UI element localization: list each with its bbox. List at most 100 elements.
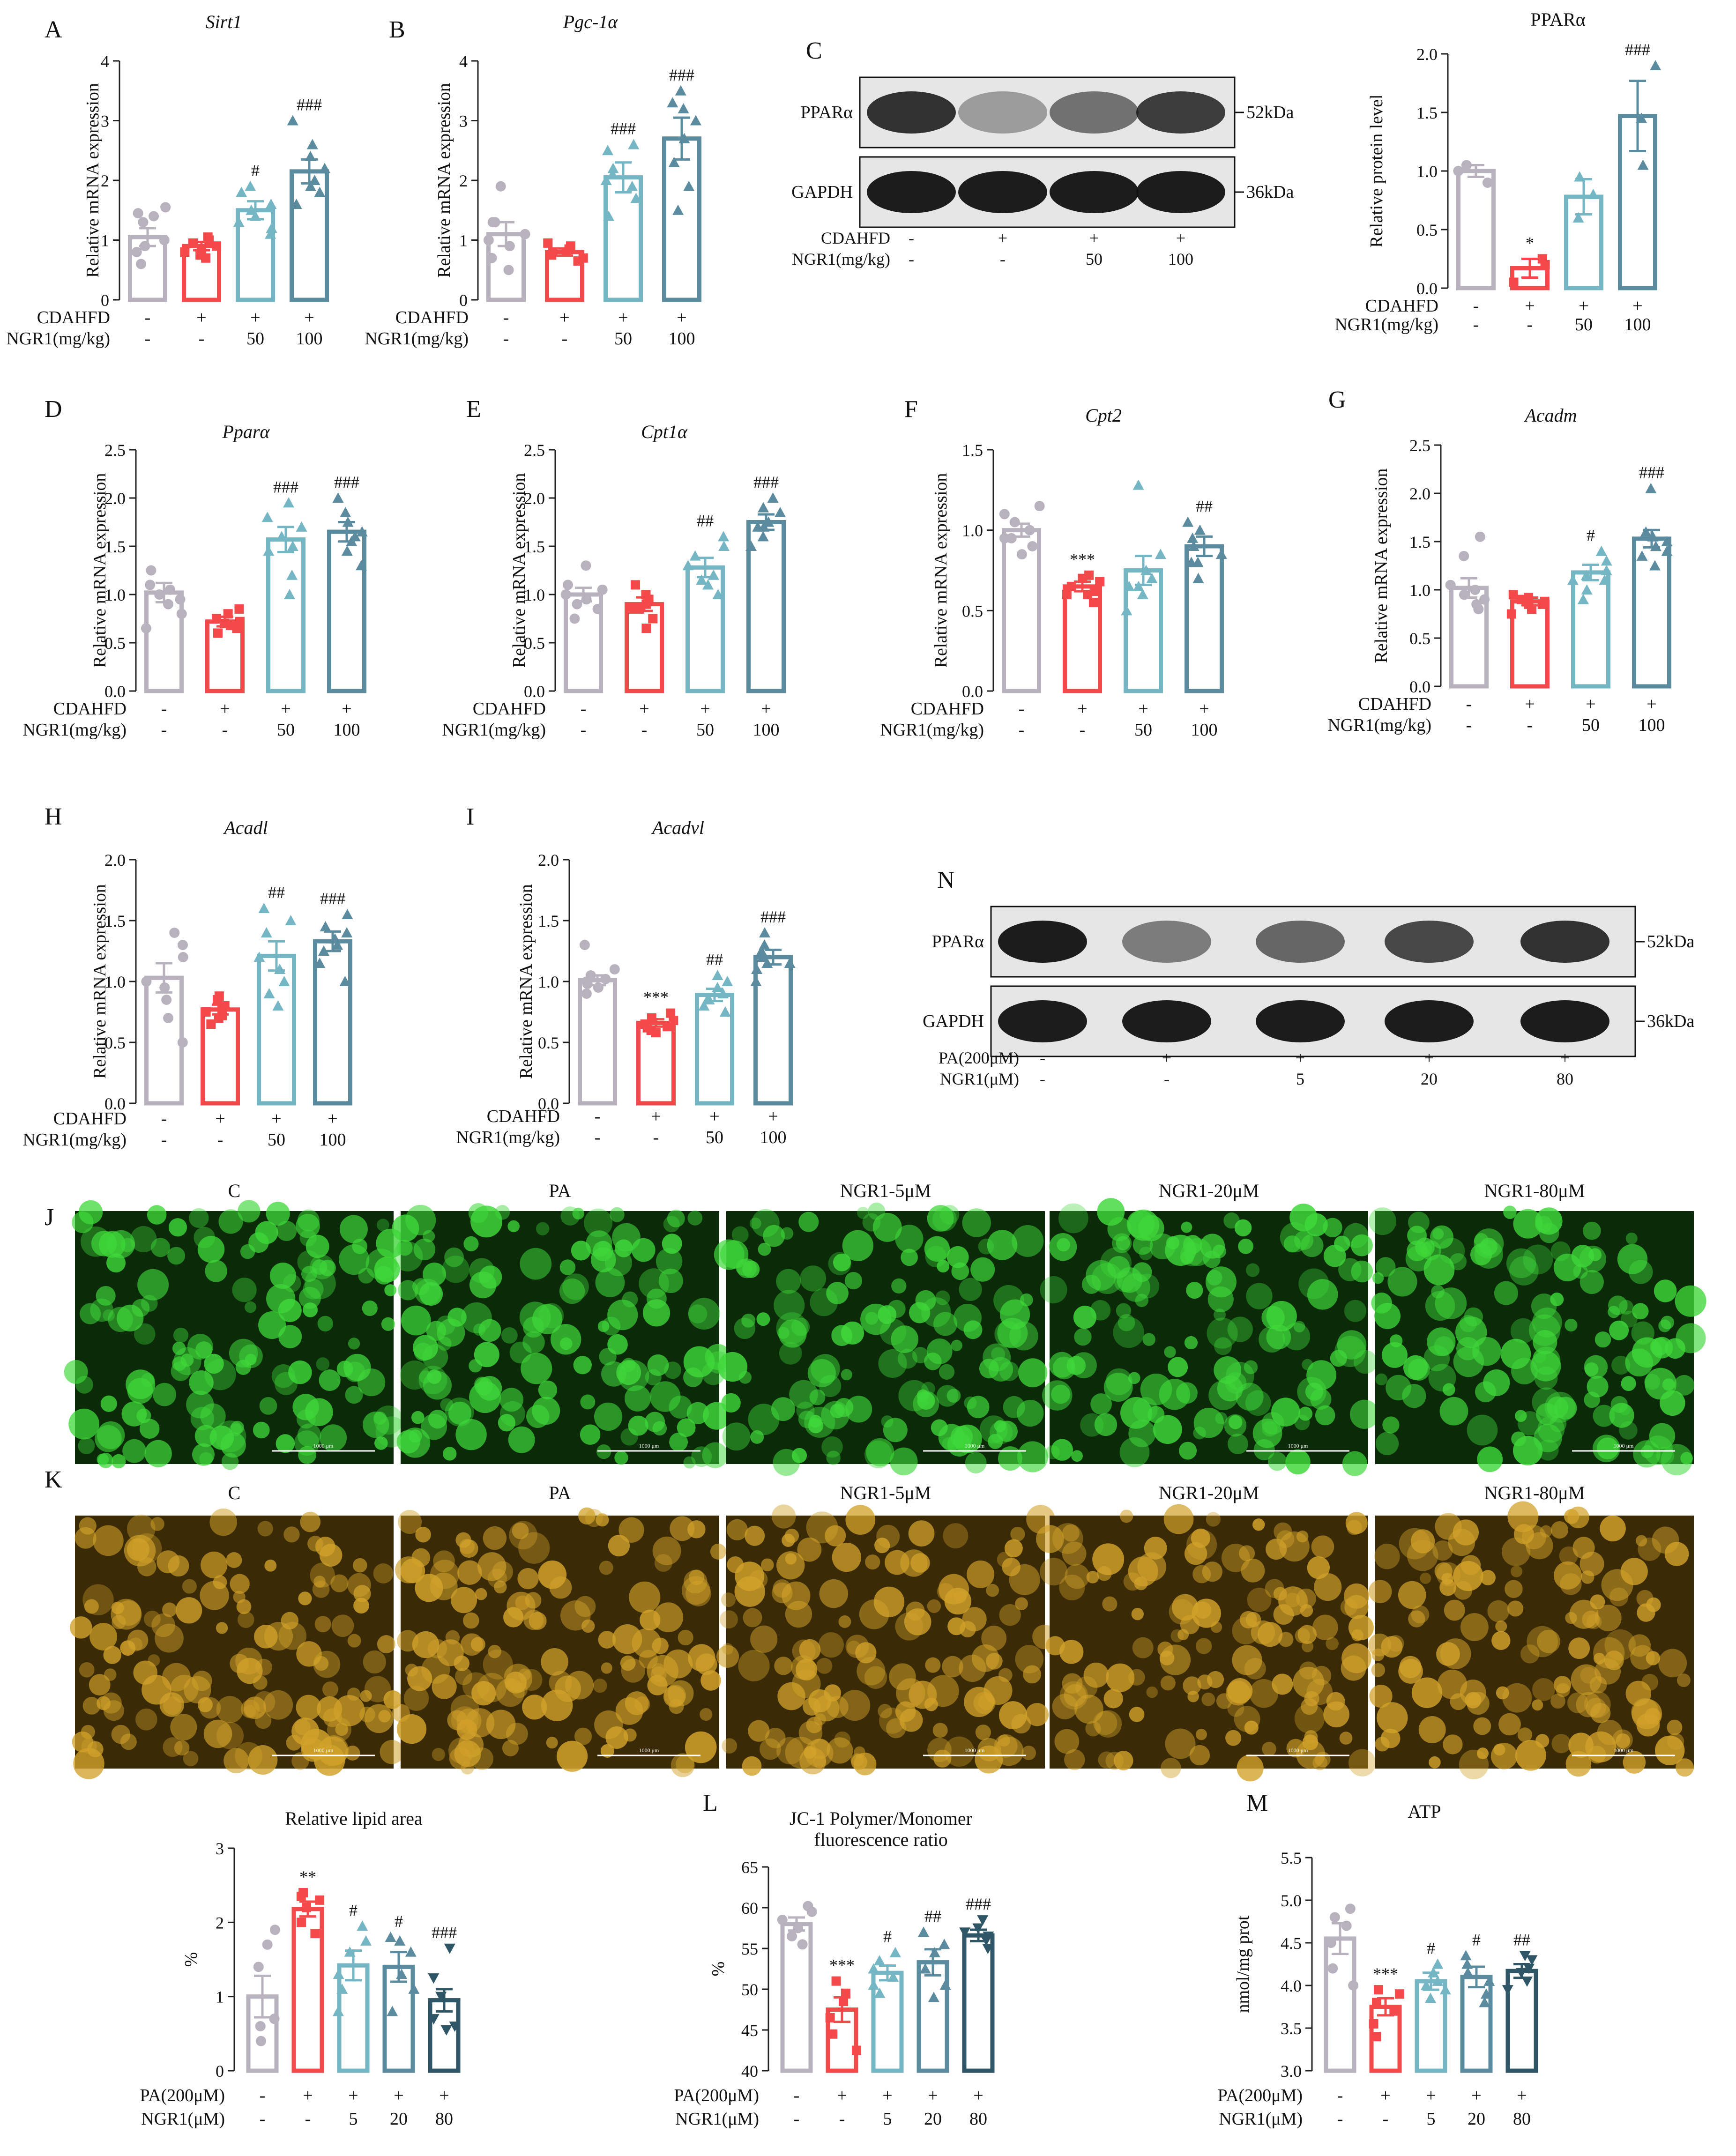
cell-cluster [1071, 1352, 1097, 1379]
cell-cluster [634, 1696, 650, 1712]
blot-row-label: PPARα [801, 103, 853, 122]
significance-label: *** [829, 1956, 855, 1975]
cell-cluster [170, 1714, 197, 1741]
cell-cluster [937, 1260, 950, 1273]
panel-letter: L [703, 1790, 718, 1816]
cell-cluster [951, 1262, 969, 1280]
cell-cluster [656, 1248, 683, 1275]
cell-cluster [459, 1539, 475, 1554]
cell-cluster [253, 1691, 276, 1713]
data-point [803, 1901, 813, 1911]
cell-cluster [944, 1736, 975, 1767]
cell-cluster [1238, 1238, 1254, 1254]
cell-cluster [238, 1611, 254, 1628]
cell-cluster [1368, 1580, 1392, 1603]
image-label: NGR1-20μM [1159, 1180, 1259, 1201]
cell-cluster [1295, 1628, 1311, 1643]
cell-cluster [1656, 1446, 1675, 1465]
cell-cluster [1227, 1434, 1248, 1455]
y-axis-label: Relative mRNA expression [516, 884, 536, 1079]
y-tick-label: 5.0 [1281, 1891, 1302, 1910]
cell-cluster [1649, 1423, 1676, 1449]
cell-cluster [1588, 1248, 1602, 1261]
cell-cluster [1533, 1424, 1562, 1452]
cell-cluster [1201, 1692, 1215, 1706]
cell-cluster [1551, 1734, 1571, 1754]
data-point [503, 265, 514, 275]
y-tick-label: 1.5 [1416, 104, 1438, 122]
cell-cluster [760, 1558, 774, 1572]
condition-value: - [305, 2109, 311, 2129]
cell-cluster [305, 1234, 329, 1258]
data-point [630, 193, 642, 203]
data-point [265, 199, 277, 209]
y-tick-label: 1.0 [1416, 162, 1438, 181]
cell-cluster [1345, 1512, 1368, 1534]
cell-cluster [499, 1401, 525, 1427]
data-point [203, 232, 213, 242]
data-point [1140, 565, 1152, 575]
panel-letter: G [1328, 387, 1346, 413]
bar [1185, 544, 1224, 693]
data-point [1121, 605, 1132, 616]
condition-value: + [559, 308, 569, 327]
cell-cluster [781, 1227, 794, 1240]
cell-cluster [1675, 1285, 1706, 1317]
data-point [1371, 2032, 1381, 2042]
cell-cluster [1571, 1244, 1594, 1268]
cell-cluster [257, 1521, 273, 1537]
cell-cluster [1293, 1666, 1325, 1698]
cell-cluster [826, 1450, 841, 1465]
cell-cluster [1258, 1622, 1283, 1647]
data-point [560, 589, 571, 600]
data-point [136, 259, 147, 269]
significance-label: ### [966, 1895, 991, 1913]
cell-cluster [598, 1631, 616, 1649]
data-point [874, 1987, 886, 1998]
data-point [1537, 599, 1547, 609]
data-point [939, 1979, 951, 1990]
cell-cluster [1650, 1338, 1669, 1356]
cell-cluster [809, 1389, 826, 1405]
y-tick-label: 1.0 [524, 586, 545, 604]
data-point [1326, 1938, 1336, 1948]
image-label: NGR1-80μM [1484, 1180, 1585, 1201]
cell-cluster [652, 1663, 665, 1677]
cell-cluster [1593, 1435, 1620, 1463]
cell-cluster [432, 1747, 445, 1761]
cell-cluster [68, 1408, 99, 1440]
data-point [641, 624, 651, 633]
data-point [1524, 593, 1534, 602]
cell-cluster [303, 1302, 318, 1317]
cell-cluster [615, 1697, 643, 1725]
cell-cluster [216, 1695, 244, 1724]
significance-label: *** [1070, 550, 1095, 569]
bar [1324, 1936, 1356, 2073]
cell-cluster [127, 1378, 153, 1404]
cell-cluster [1285, 1449, 1311, 1475]
condition-value: + [1525, 694, 1535, 714]
data-point [1462, 1967, 1474, 1978]
cell-cluster [397, 1630, 419, 1652]
blot-band [958, 91, 1047, 134]
cell-cluster [400, 1360, 429, 1390]
cell-cluster [1311, 1665, 1332, 1686]
data-point [642, 1023, 652, 1033]
cell-cluster [689, 1569, 705, 1585]
data-point [767, 492, 779, 503]
cell-cluster [855, 1642, 877, 1664]
data-point [1215, 549, 1227, 559]
cell-cluster [1244, 1658, 1266, 1680]
cell-cluster [1376, 1257, 1396, 1277]
cell-cluster [667, 1209, 685, 1227]
y-tick-label: 1.0 [538, 973, 559, 991]
cell-cluster [776, 1269, 801, 1294]
cell-cluster [1186, 1529, 1217, 1560]
cell-cluster [901, 1249, 918, 1266]
y-tick-label: 2.0 [1409, 484, 1431, 503]
cell-cluster [380, 1740, 404, 1764]
cell-cluster [1315, 1405, 1335, 1426]
condition-value: + [761, 699, 771, 719]
cell-cluster [664, 1685, 686, 1707]
condition-value: + [639, 699, 649, 719]
